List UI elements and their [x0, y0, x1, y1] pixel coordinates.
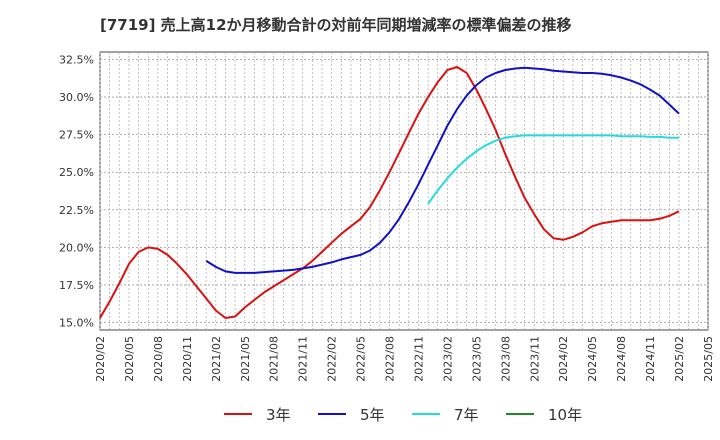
x-tick-label: 2024/05 [586, 336, 599, 382]
x-tick-label: 2020/08 [152, 336, 165, 382]
series-line-3年 [99, 66, 680, 319]
x-tick-label: 2023/11 [528, 336, 541, 382]
x-tick-label: 2021/11 [297, 336, 310, 382]
x-tick-label: 2020/05 [123, 336, 136, 382]
x-tick-label: 2024/08 [615, 336, 628, 382]
legend-label: 10年 [548, 406, 582, 424]
x-tick-label: 2023/02 [441, 336, 454, 382]
series-line-7年 [427, 134, 679, 205]
y-tick-label: 27.5% [59, 129, 94, 142]
x-tick-label: 2022/08 [384, 336, 397, 382]
y-tick-label: 32.5% [59, 54, 94, 67]
legend-label: 3年 [266, 406, 291, 424]
legend-label: 7年 [454, 406, 479, 424]
x-tick-label: 2024/11 [644, 336, 657, 382]
x-tick-label: 2021/02 [210, 336, 223, 382]
x-tick-label: 2025/02 [673, 336, 686, 382]
x-tick-label: 2023/05 [470, 336, 483, 382]
x-tick-label: 2020/11 [181, 336, 194, 382]
y-tick-label: 15.0% [59, 316, 94, 329]
legend-label: 5年 [360, 406, 385, 424]
y-tick-label: 20.0% [59, 241, 94, 254]
legend: 3年 5年 7年 10年 [224, 406, 582, 424]
x-axis: 2020/02 2020/05 2020/08 2020/11 2021/02 2021/… [94, 336, 715, 382]
plot-area [99, 51, 709, 331]
y-axis: 32.5% 30.0% 27.5% 25.0% 22.5% 20.0% 17.5% 15.0% [59, 54, 94, 330]
x-tick-label: 2022/02 [326, 336, 339, 382]
series-line-5年 [205, 66, 680, 274]
x-tick-label: 2020/02 [94, 336, 107, 382]
x-tick-label: 2022/11 [412, 336, 425, 382]
y-tick-label: 30.0% [59, 91, 94, 104]
x-tick-label: 2021/05 [239, 336, 252, 382]
grid-layer [99, 52, 709, 330]
y-tick-label: 22.5% [59, 204, 94, 217]
y-tick-label: 17.5% [59, 279, 94, 292]
x-tick-label: 2024/02 [557, 336, 570, 382]
x-tick-label: 2022/05 [355, 336, 368, 382]
x-tick-label: 2021/08 [268, 336, 281, 382]
series-layer [99, 66, 680, 319]
y-tick-label: 25.0% [59, 166, 94, 179]
x-tick-label: 2025/05 [702, 336, 715, 382]
x-tick-label: 2023/08 [499, 336, 512, 382]
chart-title: [7719] 売上高12か月移動合計の対前年同期増減率の標準偏差の推移 [100, 16, 572, 34]
